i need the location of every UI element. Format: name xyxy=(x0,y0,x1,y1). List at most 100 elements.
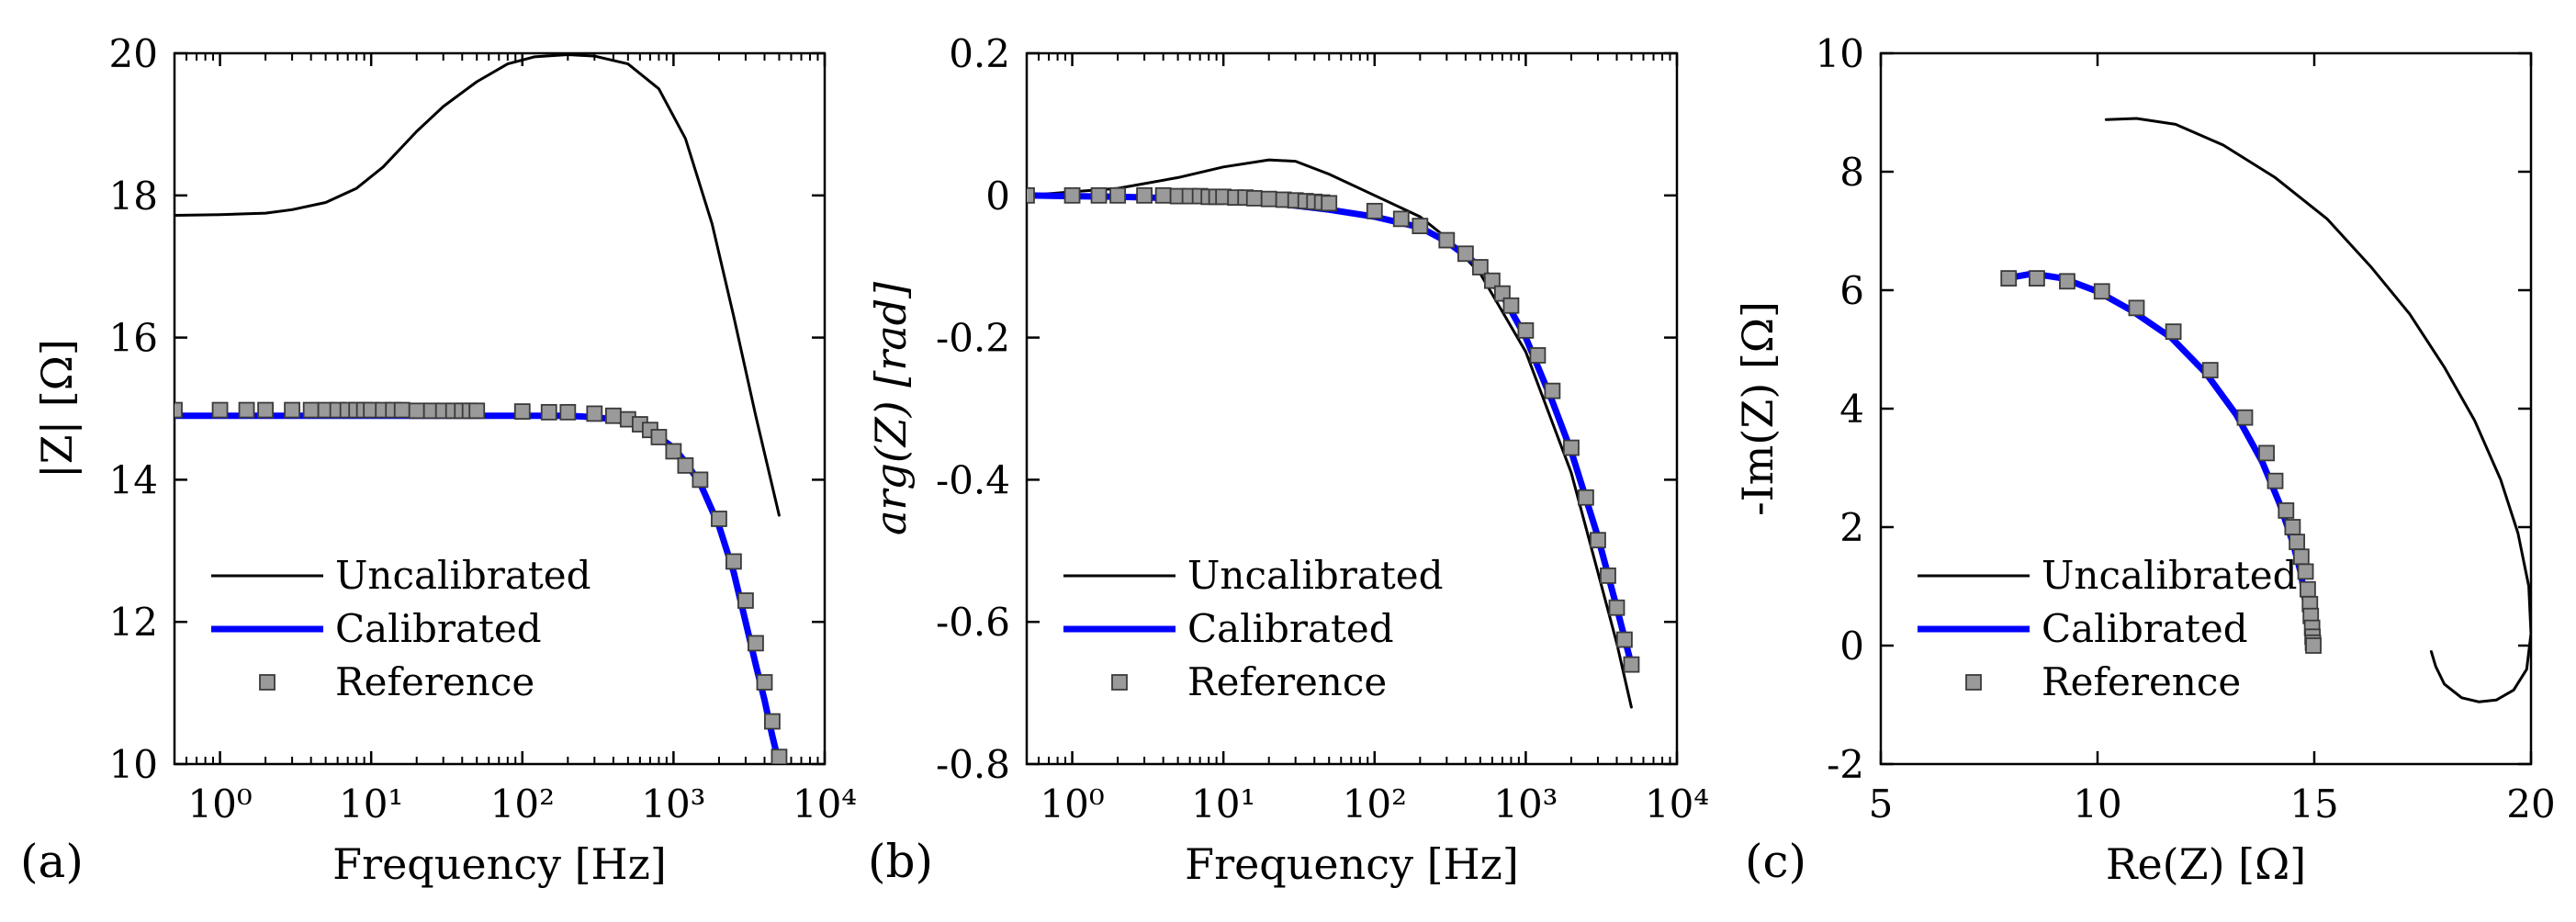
reference-point xyxy=(2093,283,2110,300)
x-tick-label: 20 xyxy=(2506,781,2555,826)
reference-point xyxy=(2289,534,2306,551)
x-tick-label: 10 xyxy=(2073,781,2121,826)
reference-point xyxy=(2201,362,2219,378)
panel-label: (c) xyxy=(1745,835,1806,888)
legend-swatch-reference xyxy=(1965,674,1982,691)
reference-point xyxy=(756,674,773,691)
y-tick-label: 14 xyxy=(109,457,158,502)
panel-label: (b) xyxy=(868,835,933,888)
reference-point xyxy=(2258,444,2275,462)
x-axis-label: Frequency [Hz] xyxy=(332,839,667,889)
reference-point xyxy=(2000,270,2018,287)
panel-label: (a) xyxy=(20,835,84,888)
x-tick-label: 5 xyxy=(1869,781,1894,826)
legend-entry: Calibrated xyxy=(2042,606,2248,651)
y-tick-label: -2 xyxy=(1827,742,1864,787)
series-uncalibrated-line xyxy=(2104,117,2531,703)
x-tick-label: 10¹ xyxy=(1191,781,1255,826)
reference-point xyxy=(2029,270,2045,287)
series-uncalibrated-line xyxy=(1027,158,1633,709)
y-tick-label: -0.8 xyxy=(936,742,1010,787)
x-tick-label: 10³ xyxy=(641,781,705,826)
y-tick-label: 8 xyxy=(1839,150,1864,195)
y-tick-label: 0 xyxy=(985,174,1010,219)
legend-entry: Reference xyxy=(2042,659,2241,704)
series-reference xyxy=(1027,186,1640,673)
x-tick-label: 10⁰ xyxy=(187,781,252,826)
x-axis-label: Frequency [Hz] xyxy=(1185,839,1519,889)
legend-entry: Uncalibrated xyxy=(2042,553,2298,598)
reference-point xyxy=(513,403,531,420)
y-tick-label: 0 xyxy=(1839,624,1864,669)
x-tick-label: 10⁰ xyxy=(1040,781,1104,826)
series-reference xyxy=(2000,270,2322,654)
reference-point xyxy=(1090,186,1108,204)
reference-point xyxy=(677,457,694,474)
reference-point xyxy=(1577,489,1594,506)
legend-entry: Reference xyxy=(335,659,534,704)
reference-point xyxy=(604,407,622,424)
y-tick-label: 4 xyxy=(1839,387,1864,432)
x-tick-label: 10¹ xyxy=(339,781,403,826)
legend-entry: Uncalibrated xyxy=(1187,553,1444,598)
reference-point xyxy=(393,401,411,419)
reference-point xyxy=(468,402,486,420)
reference-point xyxy=(238,401,255,419)
reference-point xyxy=(1608,599,1625,616)
reference-point xyxy=(1483,272,1501,289)
reference-point xyxy=(1590,532,1606,549)
reference-point xyxy=(1063,186,1081,204)
y-tick-label: -0.2 xyxy=(936,316,1010,361)
plot-area xyxy=(174,53,788,764)
reference-point xyxy=(1502,297,1520,314)
reference-point xyxy=(559,403,577,421)
reference-point xyxy=(2297,563,2314,580)
reference-point xyxy=(665,443,682,460)
y-tick-label: 2 xyxy=(1839,505,1864,550)
reference-point xyxy=(2236,409,2254,426)
panel-c: 5 10 15 20 -2 0 2 4 6 8 10 Re(Z) [Ω] -Im(Z) [Ω] (c) Un… xyxy=(1733,31,2556,889)
legend-swatch-reference xyxy=(1111,674,1128,691)
reference-point xyxy=(1517,321,1535,339)
reference-point xyxy=(1154,186,1172,204)
legend-swatch-reference xyxy=(259,674,276,691)
reference-point xyxy=(1136,186,1153,204)
legend: Uncalibrated Calibrated Reference xyxy=(211,553,591,704)
plot-area xyxy=(2000,117,2531,703)
reference-point xyxy=(1245,189,1263,207)
x-tick-label: 10² xyxy=(1343,781,1407,826)
reference-point xyxy=(748,635,764,652)
axes-frame xyxy=(1025,51,1679,766)
reference-point xyxy=(1457,245,1474,263)
reference-point xyxy=(1392,210,1410,228)
reference-point xyxy=(737,592,754,609)
reference-point xyxy=(1412,218,1429,234)
y-tick-label: 12 xyxy=(109,600,158,645)
reference-point xyxy=(302,401,320,419)
reference-point xyxy=(1544,382,1561,399)
y-tick-label: 18 xyxy=(109,174,158,219)
reference-point xyxy=(1471,259,1489,275)
reference-point xyxy=(257,401,275,419)
reference-point xyxy=(725,553,742,570)
y-tick-label: 0.2 xyxy=(949,31,1010,76)
reference-point xyxy=(1027,186,1035,204)
y-tick-label: -0.4 xyxy=(936,457,1010,502)
reference-point xyxy=(771,748,788,764)
x-tick-label: 15 xyxy=(2289,781,2338,826)
x-tick-label: 10³ xyxy=(1493,781,1558,826)
reference-point xyxy=(1438,231,1456,249)
reference-point xyxy=(2267,472,2284,489)
legend-entry: Calibrated xyxy=(1187,606,1394,651)
reference-point xyxy=(1493,285,1511,302)
reference-point xyxy=(1529,347,1547,364)
x-axis-label: Re(Z) [Ω] xyxy=(2106,839,2306,889)
legend: Uncalibrated Calibrated Reference xyxy=(1063,553,1444,704)
reference-point xyxy=(2278,502,2295,519)
reference-point xyxy=(284,401,300,419)
y-tick-label: 6 xyxy=(1839,268,1864,313)
reference-point xyxy=(2284,519,2301,535)
y-tick-label: 10 xyxy=(1816,31,1864,76)
legend: Uncalibrated Calibrated Reference xyxy=(1918,553,2298,704)
